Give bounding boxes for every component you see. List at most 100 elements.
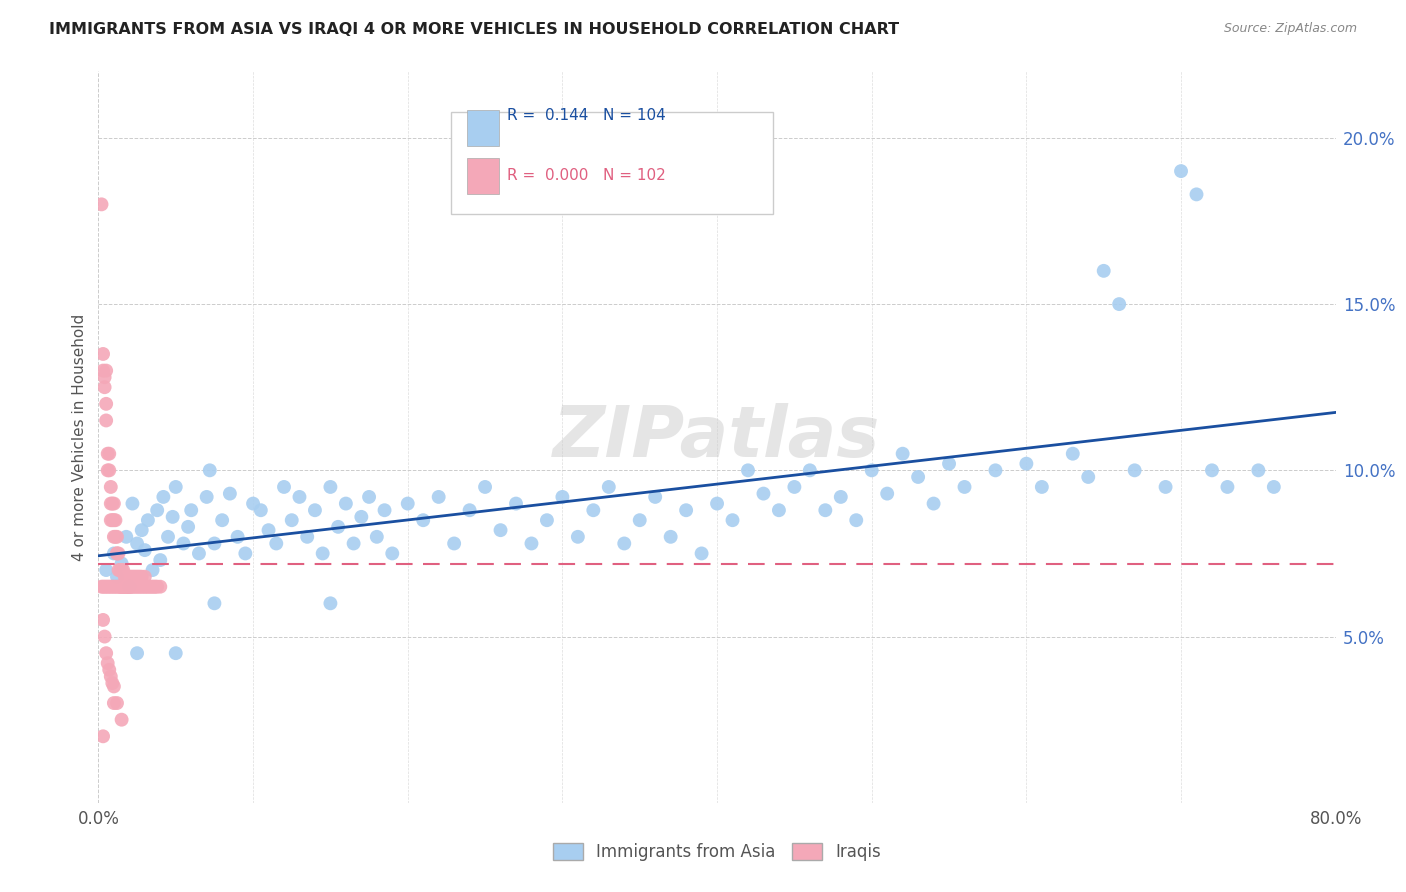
Point bbox=[165, 646, 187, 660]
Point bbox=[97, 656, 120, 670]
Point bbox=[335, 497, 357, 511]
Point bbox=[598, 480, 620, 494]
Point bbox=[108, 563, 131, 577]
Text: IMMIGRANTS FROM ASIA VS IRAQI 4 OR MORE VEHICLES IN HOUSEHOLD CORRELATION CHART: IMMIGRANTS FROM ASIA VS IRAQI 4 OR MORE … bbox=[49, 22, 900, 37]
Point bbox=[93, 380, 115, 394]
Point bbox=[108, 580, 131, 594]
Point bbox=[188, 546, 211, 560]
Point bbox=[91, 613, 114, 627]
Point bbox=[101, 580, 124, 594]
Point bbox=[814, 503, 837, 517]
Point bbox=[1062, 447, 1084, 461]
Point bbox=[121, 570, 143, 584]
Point bbox=[100, 480, 122, 494]
Point bbox=[132, 580, 155, 594]
Point bbox=[115, 580, 138, 594]
Point bbox=[938, 457, 960, 471]
Point bbox=[115, 580, 138, 594]
Text: ZIPatlas: ZIPatlas bbox=[554, 402, 880, 472]
Point bbox=[1123, 463, 1146, 477]
Point bbox=[121, 497, 143, 511]
Point bbox=[115, 570, 138, 584]
Point bbox=[281, 513, 304, 527]
Point bbox=[721, 513, 744, 527]
Point bbox=[91, 580, 114, 594]
Point bbox=[128, 570, 150, 584]
Point bbox=[143, 580, 166, 594]
Point bbox=[1247, 463, 1270, 477]
Point bbox=[350, 509, 373, 524]
Point bbox=[105, 580, 128, 594]
Point bbox=[103, 580, 125, 594]
Point bbox=[273, 480, 295, 494]
Point bbox=[149, 580, 172, 594]
Point bbox=[1201, 463, 1223, 477]
Point bbox=[177, 520, 200, 534]
Point bbox=[1108, 297, 1130, 311]
Point bbox=[139, 580, 162, 594]
Point bbox=[381, 546, 404, 560]
Point bbox=[343, 536, 366, 550]
Point bbox=[93, 370, 115, 384]
Point bbox=[264, 536, 288, 550]
Point bbox=[219, 486, 242, 500]
Point bbox=[675, 503, 697, 517]
Point bbox=[101, 676, 124, 690]
Point bbox=[118, 580, 141, 594]
FancyBboxPatch shape bbox=[451, 112, 773, 214]
FancyBboxPatch shape bbox=[467, 110, 499, 146]
Point bbox=[396, 497, 419, 511]
Point bbox=[226, 530, 249, 544]
Point bbox=[96, 580, 118, 594]
Text: R =  0.144   N = 104: R = 0.144 N = 104 bbox=[506, 108, 665, 123]
Point bbox=[107, 546, 129, 560]
Point bbox=[100, 580, 122, 594]
Point bbox=[312, 546, 335, 560]
Point bbox=[105, 696, 128, 710]
Point bbox=[103, 696, 125, 710]
Point bbox=[117, 580, 139, 594]
Point bbox=[134, 580, 156, 594]
Point bbox=[103, 530, 125, 544]
Point bbox=[135, 580, 157, 594]
Point bbox=[131, 570, 153, 584]
Point bbox=[195, 490, 218, 504]
Point bbox=[111, 580, 132, 594]
Point bbox=[91, 729, 114, 743]
Point bbox=[984, 463, 1007, 477]
Point bbox=[105, 530, 128, 544]
Point bbox=[100, 513, 122, 527]
Point bbox=[891, 447, 914, 461]
Text: Source: ZipAtlas.com: Source: ZipAtlas.com bbox=[1223, 22, 1357, 36]
Point bbox=[149, 553, 172, 567]
Point bbox=[659, 530, 682, 544]
Point bbox=[108, 580, 131, 594]
Point bbox=[97, 580, 120, 594]
Point bbox=[172, 536, 194, 550]
Point bbox=[233, 546, 257, 560]
Point bbox=[96, 413, 118, 427]
Point bbox=[93, 630, 115, 644]
Point bbox=[91, 347, 114, 361]
Point bbox=[1263, 480, 1285, 494]
Point bbox=[1216, 480, 1239, 494]
Point bbox=[628, 513, 651, 527]
Point bbox=[357, 490, 380, 504]
Point bbox=[124, 570, 146, 584]
Point bbox=[129, 570, 152, 584]
Point bbox=[752, 486, 775, 500]
Point bbox=[326, 520, 350, 534]
Point bbox=[114, 570, 136, 584]
Point bbox=[111, 557, 132, 571]
Point bbox=[737, 463, 759, 477]
Point bbox=[114, 580, 136, 594]
Point bbox=[131, 523, 153, 537]
Point bbox=[100, 669, 122, 683]
Point bbox=[582, 503, 605, 517]
Point bbox=[98, 663, 121, 677]
Point bbox=[98, 580, 121, 594]
Point bbox=[96, 563, 118, 577]
Point bbox=[319, 480, 342, 494]
Point bbox=[96, 397, 118, 411]
Point bbox=[146, 580, 169, 594]
